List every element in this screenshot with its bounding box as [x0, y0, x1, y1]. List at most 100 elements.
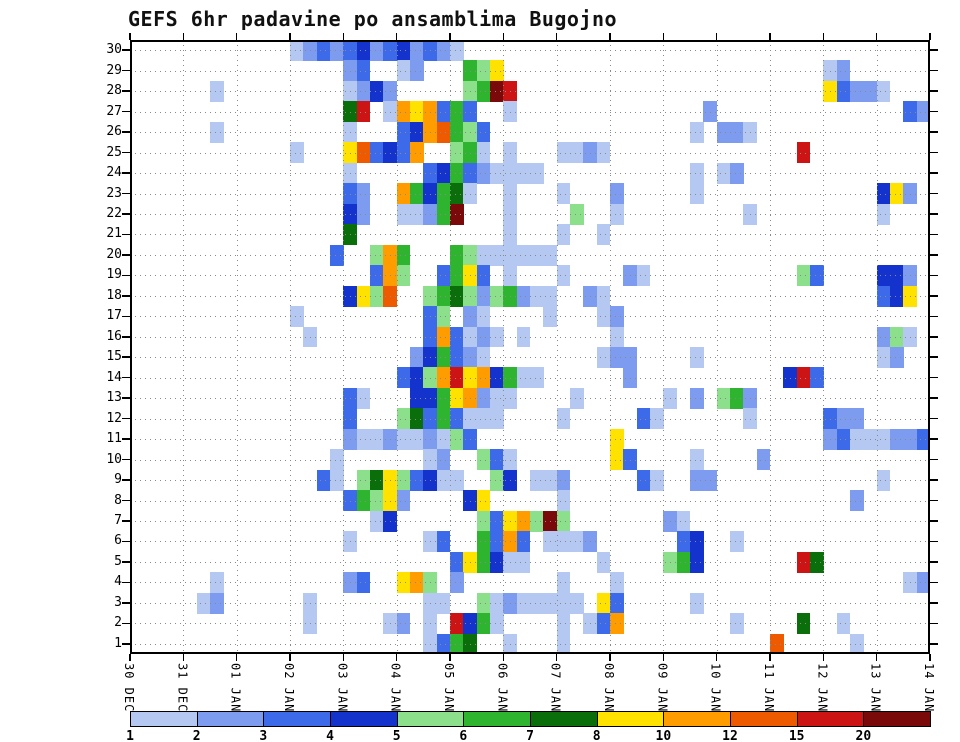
- y-tick-label: 1: [114, 635, 122, 651]
- x-tick-top: [929, 33, 931, 40]
- y-tick-left: [122, 417, 130, 420]
- y-tick-left: [122, 295, 130, 297]
- x-tick-label: 14 JAN: [922, 663, 936, 713]
- y-tick-label: 30: [106, 42, 122, 58]
- y-tick-label: 23: [106, 185, 122, 201]
- member-gridline: [130, 602, 930, 604]
- x-tick-top: [289, 33, 291, 40]
- y-tick-right: [930, 213, 938, 215]
- colorbar-label: 2: [192, 729, 201, 742]
- y-tick-left: [122, 49, 130, 51]
- y-tick-label: 18: [106, 287, 122, 303]
- y-tick-label: 12: [106, 410, 122, 426]
- day-gridline: [450, 40, 451, 654]
- x-tick-top: [715, 33, 718, 40]
- y-tick-right: [930, 172, 938, 174]
- y-tick-label: 2: [114, 615, 122, 631]
- y-tick-label: 20: [106, 246, 122, 262]
- y-tick-left: [122, 172, 130, 174]
- member-gridline: [130, 316, 930, 318]
- day-gridline: [236, 40, 238, 654]
- x-tick-bottom: [715, 654, 718, 661]
- y-tick-right: [930, 602, 938, 604]
- y-tick-label: 21: [106, 226, 122, 242]
- x-tick-label: 08 JAN: [602, 663, 616, 713]
- x-tick-label: 04 JAN: [388, 663, 403, 713]
- y-tick-left: [122, 131, 130, 133]
- member-gridline: [130, 295, 930, 297]
- x-tick-bottom: [395, 654, 398, 661]
- colorbar-label: 8: [592, 729, 601, 742]
- y-tick-right: [930, 274, 938, 277]
- x-tick-bottom: [822, 654, 825, 661]
- x-tick-label: 30 DEC: [122, 663, 136, 713]
- day-gridline: [503, 40, 505, 654]
- x-tick-label: 02 JAN: [282, 663, 296, 713]
- x-tick-bottom: [929, 654, 931, 661]
- x-tick-label: 07 JAN: [548, 663, 563, 713]
- x-tick-bottom: [502, 654, 505, 661]
- x-tick-label: 05 JAN: [442, 663, 456, 713]
- y-tick-label: 26: [106, 124, 122, 140]
- colorbar-label: 10: [655, 729, 672, 742]
- x-tick-top: [395, 33, 398, 40]
- colorbar-segment: [530, 711, 598, 727]
- colorbar-segment: [596, 711, 665, 727]
- day-gridline: [716, 40, 718, 654]
- y-tick-left: [122, 376, 130, 379]
- x-tick-label: 06 JAN: [495, 663, 510, 713]
- x-tick-top: [129, 33, 131, 40]
- y-tick-right: [930, 438, 938, 440]
- y-tick-label: 25: [106, 144, 122, 160]
- y-tick-right: [930, 192, 938, 195]
- y-tick-label: 19: [106, 267, 122, 283]
- colorbar-label: 3: [259, 729, 268, 742]
- colorbar-label: 6: [459, 729, 468, 742]
- y-tick-label: 8: [114, 492, 122, 508]
- colorbar-segment: [796, 711, 865, 727]
- colorbar-label: 15: [788, 729, 805, 742]
- y-tick-left: [122, 213, 130, 215]
- y-tick-right: [930, 90, 938, 92]
- x-tick-top: [449, 33, 451, 40]
- x-tick-label: 12 JAN: [815, 663, 830, 713]
- x-tick-bottom: [875, 654, 878, 661]
- member-gridline: [130, 152, 930, 154]
- y-tick-left: [122, 336, 130, 338]
- y-tick-left: [122, 110, 130, 113]
- colorbar-label: 12: [722, 729, 738, 742]
- member-gridline: [130, 459, 930, 461]
- x-tick-top: [662, 33, 665, 40]
- y-tick-right: [930, 254, 938, 256]
- y-tick-label: 16: [106, 328, 122, 344]
- y-tick-label: 11: [106, 431, 122, 447]
- grid-layer: [130, 40, 930, 654]
- y-tick-left: [122, 356, 130, 358]
- day-gridline: [770, 40, 771, 654]
- x-tick-bottom: [555, 654, 558, 661]
- y-tick-left: [122, 192, 130, 195]
- chart-title: GEFS 6hr padavine po ansamblima Bugojno: [128, 7, 618, 31]
- y-tick-label: 7: [114, 512, 122, 528]
- colorbar-segment: [463, 711, 531, 727]
- y-tick-left: [122, 90, 130, 92]
- y-tick-label: 13: [106, 390, 122, 406]
- plot-area: [130, 40, 931, 655]
- member-gridline: [130, 193, 930, 195]
- colorbar-label: 7: [526, 729, 534, 742]
- x-tick-top: [502, 33, 505, 40]
- day-gridline: [396, 40, 398, 654]
- y-tick-right: [930, 499, 938, 502]
- colorbar-segment: [330, 711, 398, 727]
- colorbar-segment: [730, 711, 798, 727]
- member-gridline: [130, 357, 930, 359]
- y-tick-left: [122, 561, 130, 563]
- member-gridline: [130, 132, 930, 134]
- member-gridline: [130, 500, 930, 502]
- y-tick-label: 5: [114, 553, 122, 569]
- y-tick-label: 22: [106, 205, 122, 221]
- y-tick-right: [930, 49, 938, 51]
- member-gridline: [130, 582, 930, 584]
- member-gridline: [130, 70, 930, 72]
- day-gridline: [876, 40, 878, 654]
